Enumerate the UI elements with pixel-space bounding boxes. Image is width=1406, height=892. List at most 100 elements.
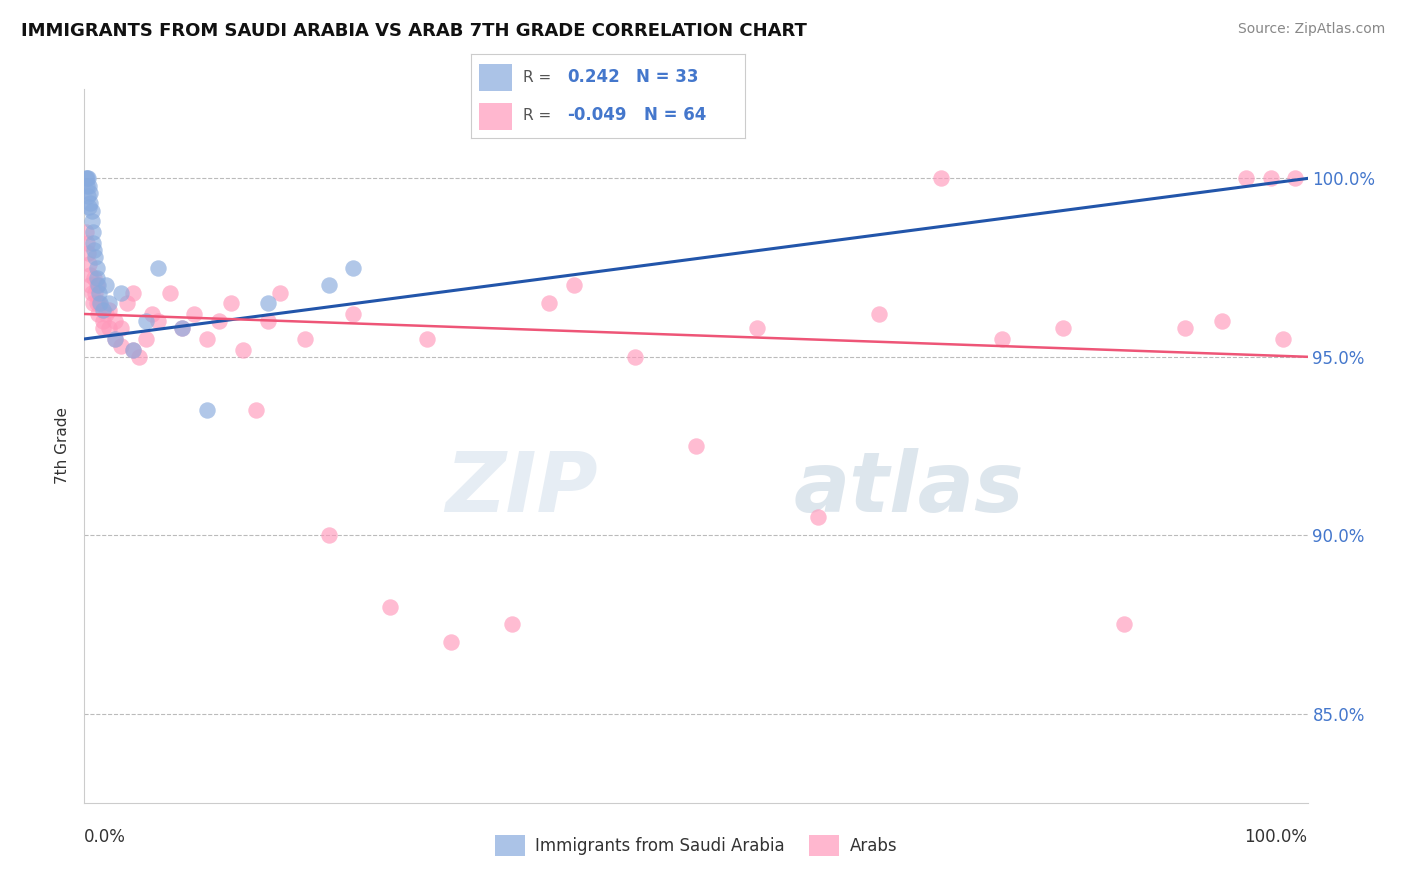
Point bbox=[1211, 314, 1233, 328]
Point bbox=[416, 332, 439, 346]
Point bbox=[87, 307, 110, 321]
Point bbox=[84, 285, 107, 300]
Text: IMMIGRANTS FROM SAUDI ARABIA VS ARAB 7TH GRADE CORRELATION CHART: IMMIGRANTS FROM SAUDI ARABIA VS ARAB 7TH… bbox=[21, 22, 807, 40]
Point bbox=[232, 343, 254, 357]
FancyBboxPatch shape bbox=[479, 103, 512, 130]
Text: -0.049: -0.049 bbox=[567, 106, 627, 124]
Point bbox=[159, 285, 181, 300]
Point bbox=[110, 321, 132, 335]
Point bbox=[172, 321, 194, 335]
Point bbox=[77, 246, 100, 260]
Point bbox=[146, 314, 169, 328]
Point bbox=[269, 285, 291, 300]
Text: 0.0%: 0.0% bbox=[84, 828, 127, 846]
Point bbox=[104, 332, 127, 346]
Point bbox=[110, 339, 132, 353]
Point bbox=[342, 307, 364, 321]
Point bbox=[89, 296, 111, 310]
Point bbox=[77, 257, 100, 271]
Point bbox=[1114, 617, 1136, 632]
Point bbox=[257, 296, 280, 310]
Point bbox=[86, 260, 108, 275]
Point bbox=[80, 214, 103, 228]
Point bbox=[75, 225, 97, 239]
Point bbox=[80, 203, 103, 218]
Point bbox=[91, 314, 114, 328]
Text: R =: R = bbox=[523, 108, 551, 123]
Point bbox=[115, 296, 138, 310]
Point bbox=[96, 278, 118, 293]
Point bbox=[135, 332, 157, 346]
Point bbox=[82, 296, 104, 310]
Point bbox=[86, 271, 108, 285]
Point bbox=[83, 271, 105, 285]
Point bbox=[318, 278, 340, 293]
Point bbox=[135, 314, 157, 328]
FancyBboxPatch shape bbox=[479, 63, 512, 91]
Point bbox=[624, 350, 647, 364]
Point bbox=[245, 403, 267, 417]
Point bbox=[538, 296, 561, 310]
Point bbox=[219, 296, 242, 310]
Point bbox=[1234, 171, 1257, 186]
Legend: Immigrants from Saudi Arabia, Arabs: Immigrants from Saudi Arabia, Arabs bbox=[488, 829, 904, 863]
Point bbox=[86, 278, 108, 293]
Point bbox=[87, 278, 110, 293]
Point bbox=[79, 278, 101, 293]
Point bbox=[75, 171, 97, 186]
Point bbox=[122, 343, 145, 357]
Point bbox=[869, 307, 891, 321]
Point bbox=[82, 225, 104, 239]
Point bbox=[84, 250, 107, 264]
Point bbox=[1174, 321, 1197, 335]
Point bbox=[104, 314, 127, 328]
Point bbox=[146, 260, 169, 275]
Point bbox=[1284, 171, 1306, 186]
Point bbox=[76, 178, 98, 193]
Point bbox=[97, 321, 120, 335]
Point bbox=[172, 321, 194, 335]
Point bbox=[294, 332, 316, 346]
Point bbox=[929, 171, 952, 186]
Point bbox=[79, 186, 101, 200]
Point bbox=[122, 343, 145, 357]
Point bbox=[79, 268, 101, 282]
Point bbox=[76, 235, 98, 250]
Point bbox=[91, 303, 114, 318]
Point bbox=[86, 296, 108, 310]
Point bbox=[195, 332, 218, 346]
Point bbox=[77, 189, 100, 203]
Text: atlas: atlas bbox=[794, 449, 1025, 529]
Point bbox=[97, 303, 120, 318]
Text: 100.0%: 100.0% bbox=[1244, 828, 1308, 846]
Point bbox=[208, 314, 231, 328]
Point bbox=[342, 260, 364, 275]
Point bbox=[195, 403, 218, 417]
Point bbox=[141, 307, 163, 321]
Point bbox=[87, 285, 110, 300]
Point bbox=[104, 332, 127, 346]
Point bbox=[501, 617, 523, 632]
Text: 0.242: 0.242 bbox=[567, 69, 620, 87]
Point bbox=[685, 439, 707, 453]
Point bbox=[77, 178, 100, 193]
Point bbox=[747, 321, 769, 335]
Point bbox=[87, 296, 110, 310]
Text: R =: R = bbox=[523, 70, 551, 85]
Point bbox=[77, 200, 100, 214]
Point bbox=[128, 350, 150, 364]
Point bbox=[1272, 332, 1295, 346]
Point bbox=[183, 307, 205, 321]
Point bbox=[991, 332, 1014, 346]
Point bbox=[97, 296, 120, 310]
Point bbox=[79, 196, 101, 211]
Text: N = 64: N = 64 bbox=[644, 106, 706, 124]
Point bbox=[110, 285, 132, 300]
Point bbox=[562, 278, 585, 293]
Point bbox=[1052, 321, 1074, 335]
Text: N = 33: N = 33 bbox=[636, 69, 697, 87]
Point bbox=[76, 171, 98, 186]
Text: Source: ZipAtlas.com: Source: ZipAtlas.com bbox=[1237, 22, 1385, 37]
Point bbox=[318, 528, 340, 542]
Point bbox=[77, 171, 100, 186]
